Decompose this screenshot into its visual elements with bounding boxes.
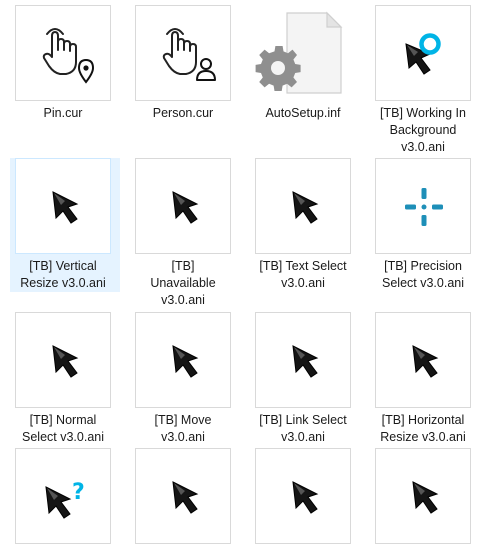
file-name: [TB] Text Select v3.0.ani [259,259,347,290]
file-thumbnail [255,158,351,254]
file-item[interactable]: [TB] Move v3.0.ani [130,312,240,446]
file-thumbnail: ? [15,448,111,544]
file-thumbnail [255,448,351,544]
file-item[interactable] [130,448,240,544]
arrow-cursor-icon [172,191,199,224]
file-name: [TB] Precision Select v3.0.ani [382,259,464,290]
arrow-cursor-icon [292,191,319,224]
arrow-cursor-icon [172,481,199,514]
arrow-cursor-icon [292,345,319,378]
file-thumbnail [135,448,231,544]
file-item[interactable]: [TB] Precision Select v3.0.ani [370,158,480,292]
arrow-cursor-icon [292,481,319,514]
file-item[interactable]: [TB] Text Select v3.0.ani [250,158,360,292]
arrow-cursor-icon [172,345,199,378]
file-grid: Pin.cur Person.cur [10,5,480,544]
file-name: [TB] Working In Background v3.0.ani [380,106,466,154]
file-thumbnail [255,312,351,408]
file-item[interactable]: [TB] Vertical Resize v3.0.ani [10,158,120,292]
settings-file-icon [255,11,343,94]
file-name: AutoSetup.inf [265,106,341,120]
file-name: [TB] Link Select v3.0.ani [259,413,347,444]
file-thumbnail [375,5,471,101]
file-item[interactable]: [TB] Link Select v3.0.ani [250,312,360,446]
arrow-cursor-icon [412,345,439,378]
hand-pin-icon [42,28,95,84]
file-name: Person.cur [152,106,214,120]
file-name: [TB] Normal Select v3.0.ani [22,413,104,444]
file-item[interactable]: AutoSetup.inf [250,5,360,153]
file-name: [TB] Vertical Resize v3.0.ani [20,259,106,290]
svg-text:?: ? [72,480,85,505]
file-thumbnail [135,158,231,254]
file-thumbnail [255,5,351,101]
arrow-busy-icon [405,33,441,75]
file-item[interactable] [250,448,360,544]
file-item[interactable]: Person.cur [130,5,240,153]
file-name: [TB] Unavailable v3.0.ani [150,259,216,307]
file-name: Pin.cur [43,106,83,120]
file-item[interactable]: [TB] Working In Background v3.0.ani [370,5,480,154]
file-item[interactable] [370,448,480,544]
crosshair-icon [405,188,443,226]
file-thumbnail [15,158,111,254]
hand-person-icon [162,28,216,81]
file-thumbnail [135,5,231,101]
file-item[interactable]: [TB] Unavailable v3.0.ani [130,158,240,307]
file-thumbnail [135,312,231,408]
arrow-cursor-icon [52,191,79,224]
file-thumbnail [375,312,471,408]
file-thumbnail [15,5,111,101]
file-item[interactable]: ? [10,448,120,544]
file-thumbnail [375,158,471,254]
arrow-cursor-icon [412,481,439,514]
file-item[interactable]: Pin.cur [10,5,120,153]
arrow-cursor-icon [52,345,79,378]
file-name: [TB] Horizontal Resize v3.0.ani [380,413,466,444]
file-item[interactable]: [TB] Horizontal Resize v3.0.ani [370,312,480,446]
file-item[interactable]: [TB] Normal Select v3.0.ani [10,312,120,446]
file-thumbnail [375,448,471,544]
file-name: [TB] Move v3.0.ani [154,413,212,444]
arrow-help-icon: ? [45,480,85,519]
file-thumbnail [15,312,111,408]
